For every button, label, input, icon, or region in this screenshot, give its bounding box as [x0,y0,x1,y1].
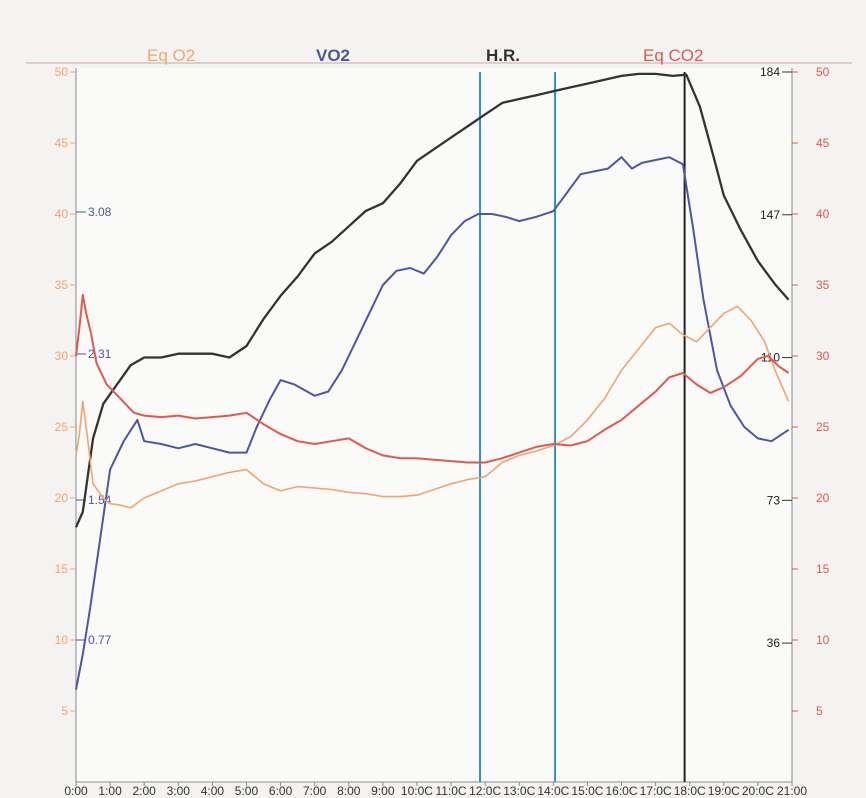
vo2-tick-label: 3.08 [88,205,112,219]
x-tick-label: 5:00 [235,784,259,798]
left-tick-label: 30 [55,349,69,363]
x-tick-label: 13:0C [503,784,535,798]
right-tick-label: 35 [816,278,830,292]
right-tick-label: 25 [816,420,830,434]
vo2-tick-label: 2.31 [88,347,112,361]
hr-tick-label: 147 [760,208,780,222]
left-tick-label: 50 [55,65,69,79]
x-tick-label: 9:00 [371,784,395,798]
x-tick-label: 0:00 [64,784,88,798]
left-tick-label: 25 [55,420,69,434]
axes: 5 10 15 20 25 30 35 40 45 50 0.77 1.54 2.31 3.08 5 10 15… [55,65,830,783]
x-tick-label: 18:0C [674,784,706,798]
x-tick-label: 7:00 [303,784,327,798]
x-tick-label: 11:0C [435,784,466,798]
x-tick-label: 10:0C [401,784,433,798]
left-tick-label: 40 [55,207,69,221]
right-tick-label: 10 [816,633,830,647]
x-tick-label: 8:00 [337,784,361,798]
hr-series-line [74,72,790,528]
x-tick-label: 2:00 [133,784,157,798]
x-tick-label: 4:00 [201,784,225,798]
x-tick-label: 6:00 [269,784,293,798]
right-tick-label: 20 [816,491,830,505]
x-tick-label: 3:00 [167,784,191,798]
x-tick-label: 1:00 [98,784,122,798]
legend-eq-co2: Eq CO2 [643,46,703,65]
left-tick-label: 35 [55,278,69,292]
right-tick-label: 15 [816,562,830,576]
x-tick-label: 17:0C [640,784,672,798]
x-tick-label: 12:0C [469,784,501,798]
left-tick-label: 15 [55,562,69,576]
right-tick-label: 5 [816,704,823,718]
legend-vo2: VO2 [316,46,350,65]
eq-co2-series-line [75,293,790,464]
x-axis-ticks: 0:00 1:00 2:00 3:00 4:00 5:00 6:00 7:00 8:00 9:00… [64,782,807,798]
eq-o2-series-line [75,305,790,509]
vo2-tick-label: 0.77 [88,633,112,647]
x-tick-label: 21:00 [777,784,807,798]
left-tick-label: 5 [61,704,68,718]
right-tick-label: 45 [816,136,830,150]
left-tick-label: 20 [55,491,69,505]
x-tick-label: 14:0C [537,784,569,798]
vo2-tick-label: 1.54 [88,493,112,507]
x-tick-label: 19:0C [708,784,740,798]
right-tick-label: 50 [816,65,830,79]
x-tick-label: 16:0C [606,784,638,798]
legend-hr: H.R. [486,46,520,65]
hr-tick-label: 36 [767,636,781,650]
plot-area [76,68,792,783]
right-tick-label: 30 [816,349,830,363]
legend: Eq O2 VO2 H.R. Eq CO2 [147,46,703,65]
vertical-markers [479,72,686,782]
x-tick-label: 20:0C [742,784,774,798]
right-tick-label: 40 [816,207,830,221]
hr-tick-label: 73 [767,493,781,507]
left-tick-label: 45 [55,136,69,150]
legend-eq-o2: Eq O2 [147,46,195,65]
hr-tick-label: 184 [760,65,780,79]
left-tick-label: 10 [55,633,69,647]
x-tick-label: 15:0C [571,784,603,798]
vo2-series-line [75,156,790,690]
series-lines [74,72,790,690]
